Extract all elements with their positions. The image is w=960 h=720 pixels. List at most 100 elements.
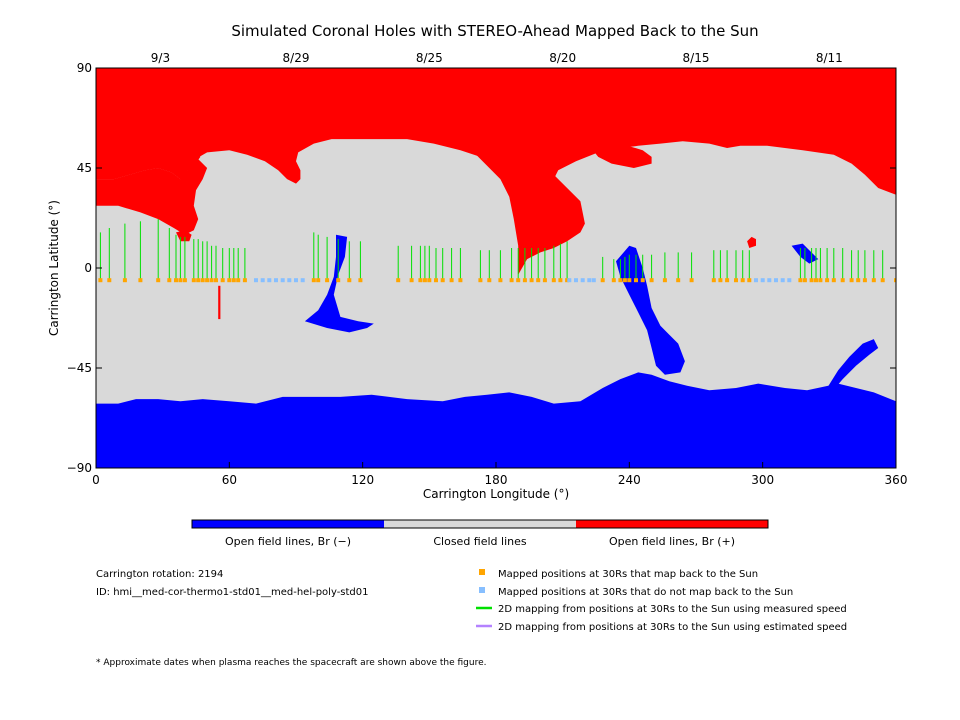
top-date-label: 8/29 [283,51,310,65]
mapped-point [138,278,143,283]
y-tick-label: 90 [77,61,92,75]
mapped-point [122,278,127,283]
model-id-text: ID: hmi__med-cor-thermo1-std01__med-hel-… [96,587,369,598]
mapped-point [434,278,438,283]
mapped-point [231,278,236,283]
mapped-point [618,278,623,283]
mapped-point [825,278,830,283]
region-north-positive-lobe3 [473,143,585,275]
unmapped-point [574,278,578,283]
mapped-point [734,278,738,283]
mapped-point [182,278,187,283]
mapped-point [798,278,803,283]
unmapped-point [280,278,285,283]
colorbar-closed [384,520,576,528]
mapped-point [640,278,645,283]
mapped-point [358,278,363,283]
region-pos-blob-294 [747,236,756,248]
x-axis-ticks: 0 60 120 180 240 300 360 [92,462,907,487]
region-neg-spike-240 [616,245,685,375]
mapped-point [498,278,503,283]
mapped-point [205,278,210,283]
mapped-point [220,278,225,283]
unmapped-point [274,278,278,283]
mapped-point [347,278,352,283]
x-tick-label: 360 [885,473,908,487]
colorbar-frame [191,519,769,529]
mapped-point [522,278,527,283]
colorbar: Open field lines, Br (−) Closed field li… [191,519,769,548]
y-axis-label: Carrington Latitude (°) [47,200,61,336]
plot-area [96,68,896,468]
region-neg-tongue-110 [304,234,374,333]
mapping-lines [99,219,896,281]
mapped-point [178,278,183,283]
legend-marker-unmapped [479,587,485,593]
unmapped-point [774,278,778,283]
top-date-label: 8/25 [416,51,443,65]
mapped-point [747,278,752,283]
mapped-point [336,278,341,283]
mapped-point [894,278,896,283]
mapped-point [725,278,730,283]
unmapped-point [780,278,785,283]
top-date-labels: 9/3 8/29 8/25 8/20 8/15 8/11 [151,51,843,74]
mapped-point [634,278,638,283]
mapped-point [689,278,694,283]
mapped-point [227,278,232,283]
mapped-point [740,278,745,283]
mapped-point [676,278,681,283]
mapped-point [236,278,241,283]
legend-label-measured: 2D mapping from positions at 30Rs to the… [498,604,847,615]
colorbar-positive [576,520,768,528]
region-south-negative [96,372,896,468]
legend-marker-mapped [479,569,485,575]
mapped-point [422,278,427,283]
mapped-point [849,278,854,283]
mapped-point [856,278,861,283]
mapped-point [809,278,814,283]
mapped-point [418,278,423,283]
y-tick-label: 45 [77,161,92,175]
mapped-points [98,278,896,283]
mapped-point [880,278,885,283]
mapped-point [156,278,161,283]
mapped-point [814,278,818,283]
mapped-point [516,278,521,283]
x-tick-label: 240 [618,473,641,487]
mapped-point [509,278,514,283]
mapped-point [200,278,205,283]
mapped-point [802,278,807,283]
mapped-point [98,278,103,283]
unmapped-point [767,278,772,283]
mapped-point [542,278,547,283]
mapped-point [409,278,414,283]
legend-label-unmapped: Mapped positions at 30Rs that do not map… [498,587,793,598]
mapped-point [718,278,723,283]
mapped-point [196,278,201,283]
mapped-point [427,278,432,283]
mapped-point [396,278,401,283]
region-north-positive [96,68,896,195]
unmapped-point [591,278,596,283]
mapped-point [600,278,605,283]
colorbar-label-positive: Open field lines, Br (+) [609,535,735,548]
region-neg-arc-350 [827,339,879,393]
mapped-point [551,278,556,283]
mapped-point [174,278,178,283]
mapped-point [487,278,492,283]
top-date-label: 9/3 [151,51,170,65]
region-north-positive-lobe4 [589,139,652,168]
y-tick-label: −90 [67,461,92,475]
unmapped-point [787,278,792,283]
unmapped-point [287,278,292,283]
mapped-point [191,278,196,283]
region-north-positive-lobe2 [96,152,208,235]
unmapped-point [294,278,298,283]
mapped-point [565,278,570,283]
y-axis-ticks: 90 45 0 −45 −90 [67,61,896,475]
region-north-positive-lobe1 [96,130,201,180]
unmapped-point [760,278,765,283]
chart-title: Simulated Coronal Holes with STEREO-Ahea… [231,22,758,40]
mapped-point [440,278,445,283]
